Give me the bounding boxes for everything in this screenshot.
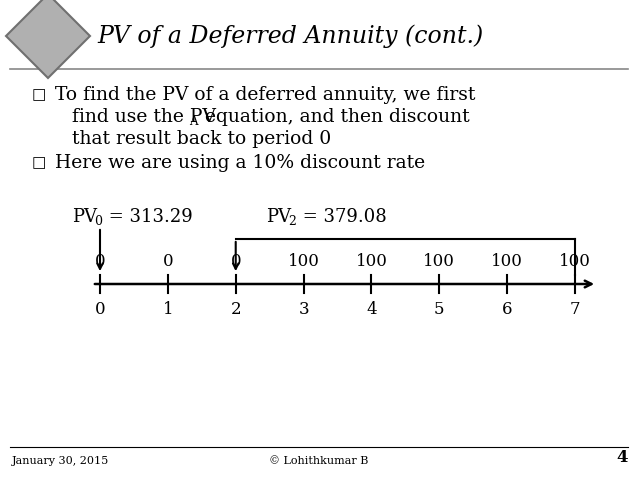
Text: 3: 3 [298,301,309,319]
Text: A: A [189,114,198,127]
Text: 100: 100 [491,253,523,271]
Text: 0: 0 [163,253,173,271]
Text: 0: 0 [230,253,241,271]
Polygon shape [6,0,90,78]
Text: Here we are using a 10% discount rate: Here we are using a 10% discount rate [55,154,425,172]
Text: 4: 4 [366,301,377,319]
Text: 0: 0 [94,253,105,271]
Text: 100: 100 [559,253,591,271]
Text: 5: 5 [434,301,445,319]
Text: 6: 6 [502,301,512,319]
Text: PV: PV [265,208,291,226]
Text: To find the PV of a deferred annuity, we first: To find the PV of a deferred annuity, we… [55,86,475,104]
Text: equation, and then discount: equation, and then discount [199,108,470,126]
Text: PV of a Deferred Annuity (cont.): PV of a Deferred Annuity (cont.) [97,24,483,48]
Text: that result back to period 0: that result back to period 0 [72,130,331,148]
Text: January 30, 2015: January 30, 2015 [12,456,109,466]
Text: find use the PV: find use the PV [72,108,216,126]
Text: 2: 2 [230,301,241,319]
Text: 100: 100 [288,253,320,271]
Text: 1: 1 [163,301,173,319]
Text: 100: 100 [355,253,387,271]
Text: = 379.08: = 379.08 [297,208,387,226]
Text: 7: 7 [570,301,581,319]
Text: © Lohithkumar B: © Lohithkumar B [269,456,369,466]
Text: 0: 0 [94,215,102,228]
Text: 0: 0 [94,301,105,319]
Text: □: □ [32,156,47,170]
Text: □: □ [32,88,47,102]
Text: = 313.29: = 313.29 [103,208,193,226]
Text: 4: 4 [616,448,628,466]
Text: PV: PV [72,208,97,226]
Text: 100: 100 [424,253,456,271]
Text: 2: 2 [288,215,295,228]
